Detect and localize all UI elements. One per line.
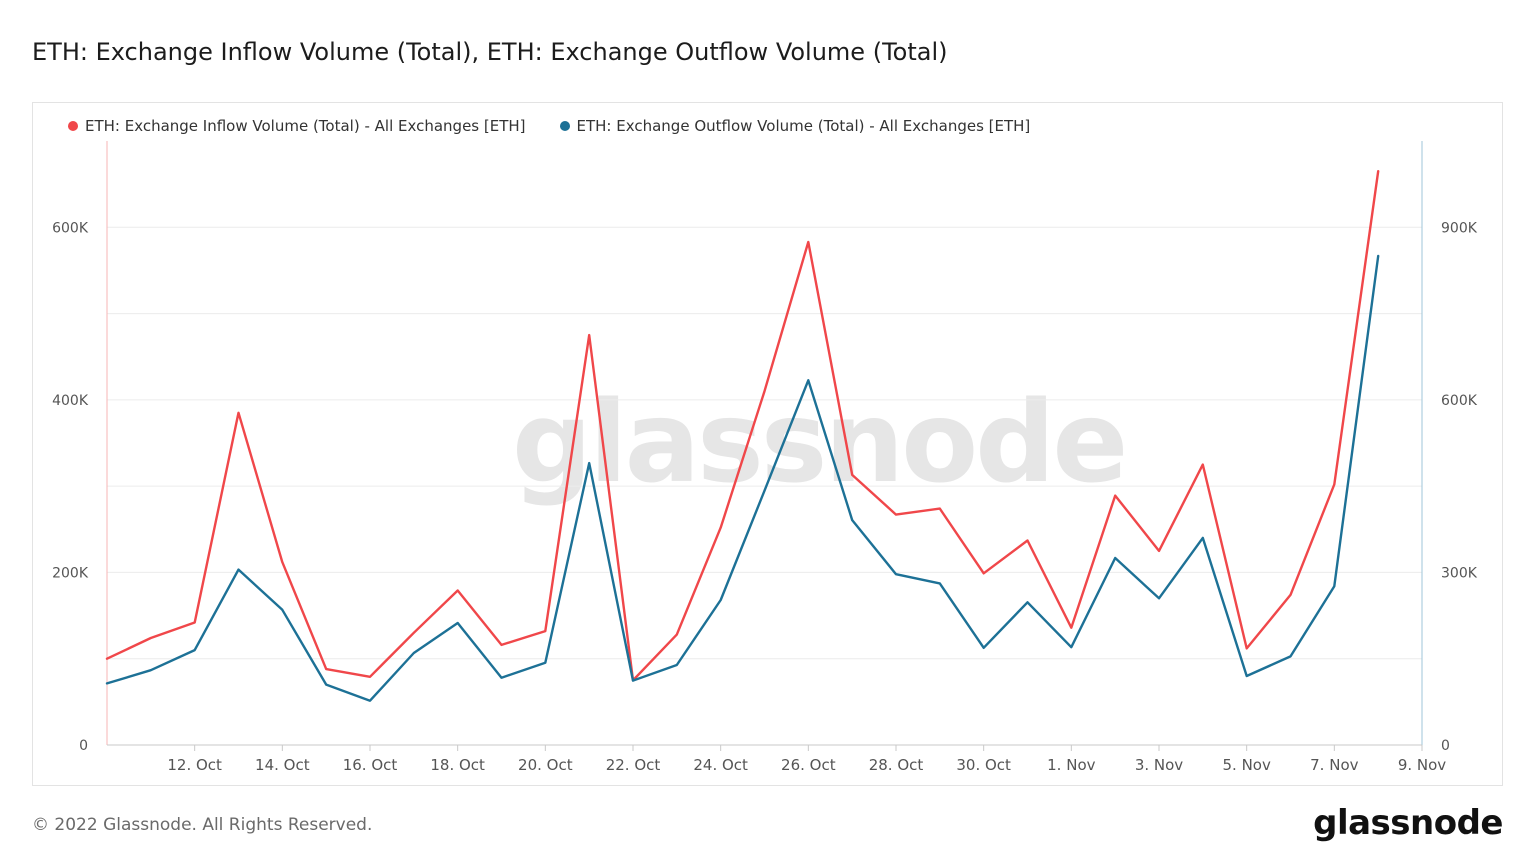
x-tick-label: 30. Oct (956, 756, 1011, 774)
x-tick-label: 7. Nov (1310, 756, 1358, 774)
x-tick-label: 9. Nov (1398, 756, 1446, 774)
outflow-series-line (105, 254, 1380, 702)
y-left-tick-label: 0 (79, 738, 88, 754)
y-right-tick-label: 900K (1441, 220, 1478, 236)
legend-dot-outflow-icon (559, 121, 570, 131)
legend-label-inflow: ETH: Exchange Inflow Volume (Total) - Al… (85, 117, 526, 135)
y-left-tick-label: 400K (52, 393, 89, 409)
chart-frame (32, 102, 1503, 786)
x-tick-label: 16. Oct (343, 756, 398, 774)
x-tick-label: 5. Nov (1222, 756, 1270, 774)
x-tick-label: 22. Oct (606, 756, 661, 774)
x-tick-label: 28. Oct (869, 756, 924, 774)
glassnode-logo: glassnode (1313, 803, 1503, 843)
x-tick-label: 20. Oct (518, 756, 573, 774)
y-right-tick-label: 600K (1441, 393, 1478, 409)
x-tick-label: 12. Oct (167, 756, 222, 774)
legend: ETH: Exchange Inflow Volume (Total) - Al… (68, 117, 1030, 135)
x-tick-label: 3. Nov (1135, 756, 1183, 774)
y-left-tick-label: 200K (52, 565, 89, 581)
legend-label-outflow: ETH: Exchange Outflow Volume (Total) - A… (576, 117, 1031, 135)
x-tick-label: 1. Nov (1047, 756, 1095, 774)
legend-dot-inflow-icon (68, 121, 78, 131)
x-tick-label: 18. Oct (430, 756, 485, 774)
copyright-text: © 2022 Glassnode. All Rights Reserved. (32, 815, 373, 835)
x-tick-label: 24. Oct (693, 756, 748, 774)
y-left-tick-label: 600K (52, 220, 89, 236)
legend-item-outflow[interactable]: ETH: Exchange Outflow Volume (Total) - A… (559, 117, 1031, 135)
x-tick-label: 26. Oct (781, 756, 836, 774)
legend-item-inflow[interactable]: ETH: Exchange Inflow Volume (Total) - Al… (68, 117, 526, 135)
page-title: ETH: Exchange Inflow Volume (Total), ETH… (32, 38, 948, 66)
x-tick-label: 14. Oct (255, 756, 310, 774)
y-right-tick-label: 300K (1441, 565, 1478, 581)
y-right-tick-label: 0 (1441, 738, 1450, 754)
inflow-series-line (105, 169, 1380, 682)
